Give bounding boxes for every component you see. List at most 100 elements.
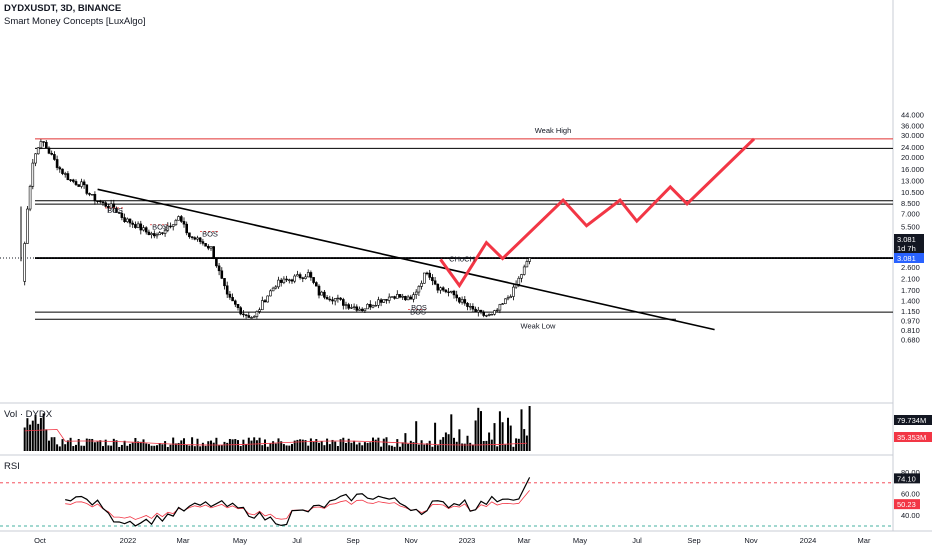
volume-bar <box>444 432 447 451</box>
candle-body <box>490 313 494 316</box>
volume-bar <box>412 442 415 451</box>
candle-body <box>309 272 313 278</box>
volume-bar <box>23 427 26 451</box>
candle-body <box>382 299 386 303</box>
bos-label: BOS <box>152 223 168 232</box>
candle-body <box>269 290 272 297</box>
volume-bar <box>53 437 56 451</box>
time-tick-label: May <box>233 536 247 545</box>
candle-body <box>204 243 207 247</box>
candles <box>20 139 531 319</box>
projection <box>439 137 756 289</box>
candle-body <box>85 184 89 194</box>
volume-bar <box>83 445 86 451</box>
volume-bar <box>139 441 142 451</box>
volume-bar <box>26 418 29 451</box>
candle-body <box>258 309 261 312</box>
candle-body <box>144 227 148 233</box>
candle-body <box>236 304 240 308</box>
price-tick-label: 44.000 <box>901 110 924 119</box>
candle-body <box>409 296 413 300</box>
volume-bar <box>174 443 177 451</box>
volume-bar <box>75 444 77 451</box>
candle-body <box>158 232 161 236</box>
volume-bar <box>474 420 477 451</box>
volume-bar <box>34 414 37 451</box>
volume-bar <box>45 429 48 451</box>
volume-bar <box>404 433 407 451</box>
volume-bar <box>458 429 461 451</box>
candle-body <box>228 293 232 298</box>
candle-body <box>234 300 237 305</box>
last-price-tag <box>894 234 924 254</box>
candle-body <box>339 297 342 300</box>
rsi-pane: 80.00 60.00 40.00 <box>0 468 920 527</box>
volume-bar <box>407 443 410 451</box>
candle-body <box>109 203 113 209</box>
candle-body <box>117 212 121 214</box>
levels: Weak High Weak Low <box>0 126 893 330</box>
volume-bar <box>323 445 326 451</box>
time-tick-label: 2022 <box>120 536 137 545</box>
volume-bar <box>31 420 34 451</box>
volume-bar <box>93 442 96 451</box>
volume-bar <box>385 437 388 451</box>
volume-bar <box>415 421 418 451</box>
volume-bar <box>258 437 261 451</box>
volume-bar <box>307 445 310 451</box>
candle-body <box>220 270 224 279</box>
candle-body <box>266 295 270 303</box>
candle-body <box>196 237 199 240</box>
time-axis[interactable]: Oct 2022 Mar May Jul Sep Nov 2023 Mar May Jul Sep No… <box>34 536 871 545</box>
candle-body <box>471 306 475 310</box>
volume-bar <box>480 411 482 451</box>
candle-body <box>23 243 27 282</box>
candle-body <box>247 315 251 318</box>
candle-body <box>34 153 37 164</box>
candle-body <box>363 308 367 311</box>
candle-body <box>147 231 151 236</box>
time-tick-label: Jul <box>292 536 302 545</box>
candle-body <box>55 159 59 168</box>
candle-body <box>517 277 521 285</box>
last-price-value: 3.081 <box>897 235 916 244</box>
volume-bar <box>85 438 88 451</box>
candle-body <box>107 205 110 209</box>
candle-body <box>468 306 472 308</box>
time-tick-label: Mar <box>177 536 190 545</box>
volume-bar <box>193 446 196 451</box>
candle-body <box>344 304 348 306</box>
volume-bar <box>417 444 420 451</box>
candle-body <box>90 194 94 196</box>
candle-body <box>277 279 280 288</box>
candle-body <box>263 300 267 303</box>
candle-body <box>501 303 504 305</box>
volume-bar <box>463 443 466 451</box>
candle-body <box>39 141 43 149</box>
level-label: Weak Low <box>521 321 556 330</box>
candle-body <box>414 291 418 295</box>
candle-body <box>231 297 234 302</box>
volume-bar <box>523 429 526 451</box>
candle-body <box>512 286 515 297</box>
volume-bar <box>342 437 345 451</box>
volume-bar <box>210 440 212 451</box>
volume-bar <box>39 417 42 451</box>
candle-body <box>101 201 105 204</box>
volume-pane <box>23 406 531 451</box>
price-tick-label: 8.500 <box>901 199 920 208</box>
candle-body <box>77 184 80 187</box>
volume-bar <box>453 437 455 451</box>
volume-bar <box>326 438 329 451</box>
volume-bar <box>158 443 161 451</box>
volume-bar <box>436 445 439 451</box>
rsi-tick-label: 60.00 <box>901 490 920 499</box>
volume-bar <box>161 444 164 451</box>
volume-bar <box>69 437 72 451</box>
rsi-tick-label: 40.00 <box>901 511 920 520</box>
choch-label: CHoCH <box>449 254 475 263</box>
candle-body <box>250 317 253 319</box>
volume-bar <box>277 438 280 451</box>
